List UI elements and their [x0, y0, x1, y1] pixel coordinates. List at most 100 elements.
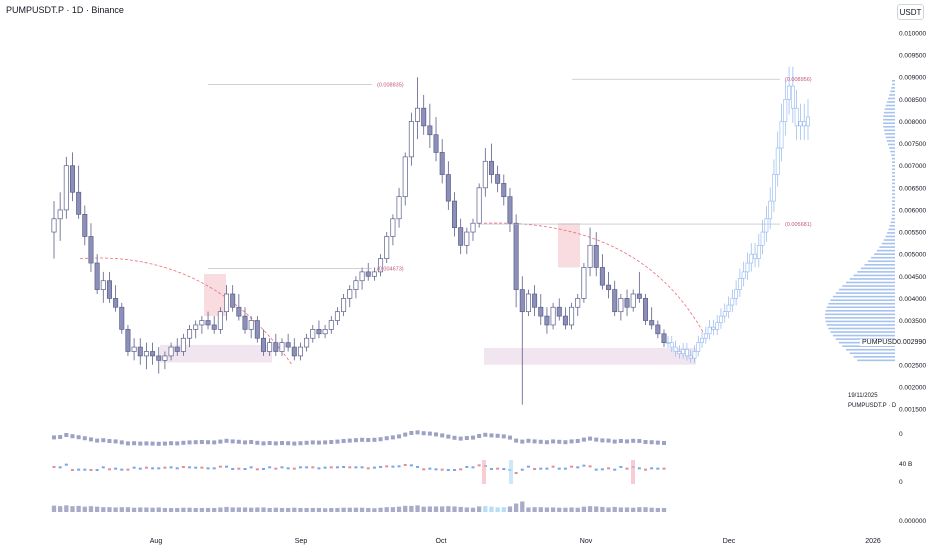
profile-bar — [849, 352, 895, 355]
momentum-point — [662, 467, 666, 470]
profile-bar — [887, 232, 895, 234]
oscillator-point — [286, 441, 291, 446]
candle-body — [649, 320, 655, 326]
oscillator-point — [119, 440, 124, 445]
momentum-point — [409, 464, 413, 467]
momentum-point — [539, 467, 543, 470]
time-tick-label: Nov — [580, 538, 593, 545]
profile-bar — [830, 331, 895, 333]
momentum-point — [206, 467, 210, 470]
projection-body — [734, 289, 739, 299]
volume-bar — [70, 506, 75, 512]
momentum-point — [107, 468, 111, 471]
projection-body — [737, 278, 742, 290]
oscillator-point — [662, 441, 666, 445]
candle-body — [285, 342, 291, 348]
volume-bar — [64, 505, 69, 512]
candle-body — [168, 346, 174, 357]
signal-bar — [509, 460, 513, 484]
oscillator-point — [372, 437, 377, 442]
candle-body — [359, 271, 365, 282]
oscillator-point — [557, 439, 562, 444]
candle-body — [328, 320, 334, 330]
profile-bar — [883, 239, 895, 241]
momentum-point — [514, 472, 518, 474]
oscillator-point — [199, 440, 204, 444]
oscillator-point — [70, 434, 75, 439]
volume-bar — [329, 507, 334, 512]
projection-body — [749, 253, 754, 264]
profile-bar — [892, 182, 895, 185]
oscillator-point — [52, 435, 56, 440]
profile-bar — [892, 161, 895, 163]
candle-body — [162, 355, 168, 361]
oscillator-point — [175, 441, 180, 446]
candle-body — [193, 324, 199, 330]
momentum-point — [533, 468, 537, 470]
volume-bar — [458, 506, 463, 512]
candle-body — [100, 280, 106, 290]
projection-body — [790, 85, 795, 109]
dashed-arc-2 — [483, 222, 705, 334]
momentum-point — [502, 468, 506, 470]
oscillator-point — [397, 434, 402, 439]
oscillator-point — [230, 439, 235, 444]
profile-bar — [892, 179, 895, 181]
volume-bar — [378, 507, 383, 512]
candle-body — [661, 333, 667, 343]
oscillator-point — [279, 441, 284, 445]
candle-body — [532, 293, 538, 308]
candle-body — [365, 271, 371, 277]
volume-bar — [316, 507, 322, 512]
profile-bar — [842, 345, 895, 347]
volume-bar — [58, 506, 63, 512]
candle-body — [94, 262, 100, 290]
volume-bar — [452, 506, 457, 512]
projection-body — [794, 107, 799, 127]
momentum-point — [557, 467, 561, 470]
volume-bar — [612, 506, 617, 512]
candle-body — [618, 298, 624, 313]
time-tick-label: Dec — [723, 538, 736, 545]
price-axis[interactable]: 0.010000 0.009500 0.009000 0.008500 0.008000… — [899, 31, 926, 526]
momentum-point — [132, 466, 136, 469]
candle-body — [82, 214, 88, 237]
momentum-point — [114, 467, 118, 470]
volume-bar — [446, 506, 451, 512]
candle-body — [88, 236, 94, 264]
profile-bar — [857, 359, 895, 362]
momentum-point — [644, 468, 648, 471]
volume-bar — [341, 507, 346, 512]
volume-bar — [353, 507, 359, 512]
volume-bar — [433, 506, 439, 512]
momentum-point — [440, 468, 444, 471]
volume-bar — [267, 507, 272, 512]
volume-bar — [366, 507, 371, 512]
info-symbol: PUMPUSDT.P · D — [848, 403, 897, 409]
profile-bar — [838, 288, 895, 291]
candle-body — [125, 329, 131, 352]
currency-button[interactable]: USDT — [897, 4, 924, 20]
oscillator-point — [569, 439, 574, 444]
price-tick-label: 0.004500 — [899, 274, 926, 281]
volume-bar — [526, 507, 531, 512]
profile-bar — [892, 79, 895, 82]
oscillator-point — [551, 439, 556, 444]
oscillator-point — [544, 440, 549, 445]
momentum-point — [366, 467, 370, 470]
volume-bar — [175, 507, 180, 512]
profile-bar — [891, 154, 895, 156]
candle-body — [562, 315, 568, 326]
time-axis[interactable]: Aug Sep Oct Nov Dec 2026 — [150, 538, 881, 545]
volume-bar — [538, 507, 543, 512]
projection-body — [783, 99, 788, 122]
profile-bar — [892, 157, 895, 160]
oscillator-point — [107, 439, 112, 443]
profile-bar — [883, 125, 895, 128]
momentum-point — [157, 467, 161, 470]
volume-profile — [825, 79, 895, 362]
profile-bar — [826, 324, 895, 326]
candlestick-series[interactable] — [51, 77, 667, 405]
